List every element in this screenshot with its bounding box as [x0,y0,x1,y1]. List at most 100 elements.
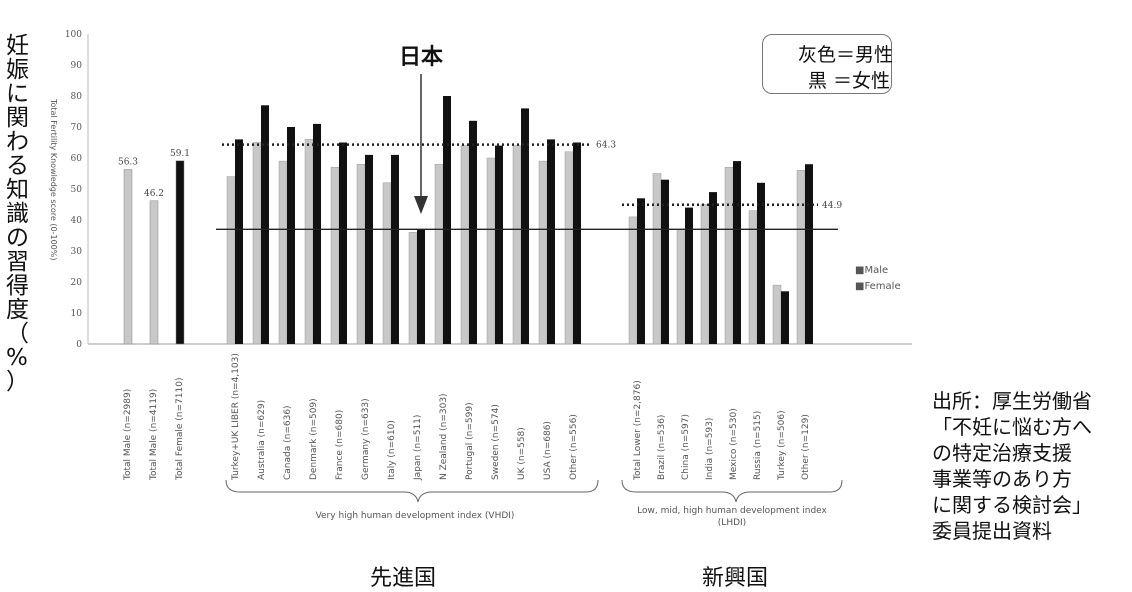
x-tick-label: Canada (n=636) [283,405,293,480]
group-title-developed: 先進国 [370,566,437,591]
y-axis-title-char: （ [6,321,29,347]
bar-male [512,145,522,345]
x-tick-label: USA (n=686) [543,421,553,480]
ref-line-label: 64.3 [596,141,616,151]
x-tick-label: Turkey+UK LIBER (n=4,103) [231,353,241,480]
bar-male [278,160,288,345]
y-tick-label: 80 [71,92,83,102]
x-tick-label: India (n=593) [705,417,715,480]
bar-female [313,123,321,345]
bar-male [356,163,366,345]
legend-female: ■Female [855,281,901,292]
y-tick-label: 0 [76,340,82,350]
group-title-emerging: 新興国 [702,566,769,591]
x-tick-label: Denmark (n=509) [309,398,319,480]
bar-male [652,173,662,345]
y-tick-label: 90 [71,61,83,71]
x-tick-label: Total Female (n=7110) [175,377,185,480]
x-tick-label: Turkey (n=506) [777,410,787,480]
y-axis-title-char: 妊 [6,33,29,59]
y-axis-title-char: 得 [6,273,29,299]
y-tick-label: 10 [71,309,83,319]
y-axis-title-char: に [6,81,29,107]
bar-male [676,229,686,345]
x-tick-label: Total Male (n=2989) [123,388,133,480]
bar-female [733,161,741,344]
brace-developed [225,479,599,503]
bar [149,200,159,345]
bar-male [628,216,638,345]
bar-female [685,207,693,344]
bar-female [235,139,243,344]
bar-male [538,160,548,345]
x-tick-label: Portugal (n=599) [465,402,475,480]
group-sub-developed: Very high human development index (VHDI) [315,511,515,521]
y-axis-title-char: 知 [6,177,29,203]
y-tick-label: 70 [71,123,83,133]
bar [123,169,133,345]
source-note: 出所：厚生労働省 「不妊に悩む方へ の特定治療支援 事業等のあり方 に関する検討… [932,388,1092,544]
x-tick-label: Other (n=129) [801,414,811,480]
source-note-line: の特定治療支援 [932,441,1072,465]
x-tick-label: Australia (n=629) [257,399,267,480]
x-tick-label: Japan (n=511) [413,414,423,480]
y-axis-title-char: 娠 [6,57,29,83]
bar-female [391,154,399,344]
y-tick-label: 60 [71,154,83,164]
bar-female [757,182,765,344]
legend-male: ■Male [855,265,889,276]
ref-line-label: 44.9 [822,201,842,211]
bar-male [748,210,758,345]
bar-female [469,120,477,344]
x-tick-label: Germany (n=633) [361,398,371,480]
source-note-line: に関する検討会」 [932,493,1092,517]
bar-male [330,167,340,345]
bar-male [724,167,734,345]
bar-female [287,127,295,344]
source-note-line: 「不妊に悩む方へ [932,415,1092,439]
source-note-line: 委員提出資料 [932,519,1052,543]
y-tick-label: 50 [71,185,83,195]
x-tick-label: Other (n=556) [569,414,579,480]
bar-male [304,139,314,345]
bar-value-label: 56.3 [118,157,138,167]
bar-female [261,105,269,344]
y-axis-title-char: わ [6,129,29,155]
y-axis-subtitle: Total Fertility Knowledge score (0-100%) [49,99,58,261]
bar-female [521,108,529,345]
bar-female [417,229,425,344]
x-tick-label: Total Lower (n=2,876) [633,380,643,480]
x-tick-label: Mexico (n=530) [729,408,739,480]
source-note-line: 事業等のあり方 [932,467,1072,491]
y-tick-label: 20 [71,278,83,288]
bar-female [495,145,503,344]
x-tick-label: Brazil (n=536) [657,414,667,480]
bar-male [700,204,710,345]
japan-annotation: 日本 [399,45,443,70]
group-sub-emerging: Low, mid, high human development index (… [637,506,827,528]
y-axis-title-char: 習 [6,249,29,275]
bar-value-label: 59.1 [170,149,190,159]
bar-male [460,145,470,345]
y-axis-title-char: の [6,225,29,251]
bar-female [339,142,347,344]
source-note-line: 出所：厚生労働省 [932,389,1092,413]
bar-male [226,176,236,345]
x-tick-label: Russia (n=515) [753,410,763,480]
bar-female [547,139,555,344]
bar-male [796,170,806,345]
y-axis-title-char: 関 [6,105,29,131]
x-tick-label: Italy (n=610) [387,420,397,480]
bar-male [252,142,262,345]
x-tick-label: China (n=597) [681,413,691,480]
bar-female [781,291,789,344]
bar-female [573,142,581,344]
bar-male [564,151,574,345]
bar-male [408,232,418,345]
bar-female [365,154,373,344]
y-tick-label: 30 [71,247,83,257]
x-tick-label: Total Male (n=4119) [149,388,159,480]
y-axis-title-char: % [6,345,28,371]
